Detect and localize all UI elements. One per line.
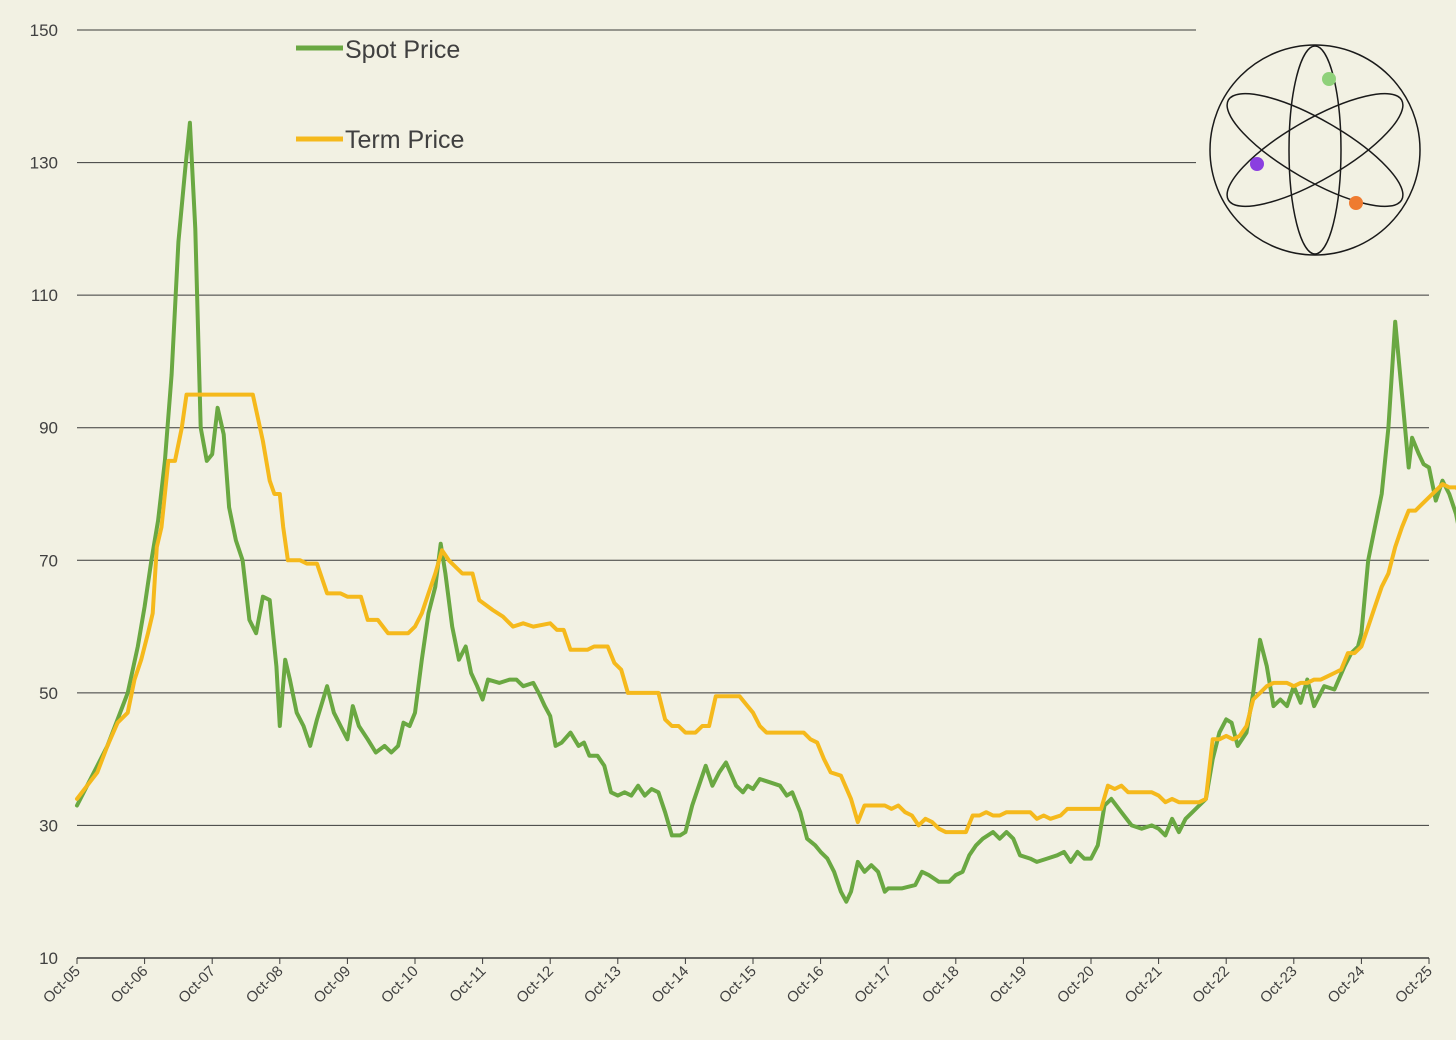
x-tick-label: Oct-21 bbox=[1122, 963, 1166, 1007]
y-tick-label: 70 bbox=[39, 551, 58, 570]
atom-orbit-vertical bbox=[1288, 45, 1342, 255]
x-tick-label: Oct-16 bbox=[784, 963, 828, 1007]
x-tick-label: Oct-14 bbox=[648, 963, 692, 1007]
atom-dot-purple bbox=[1250, 157, 1264, 171]
y-tick-label: 130 bbox=[30, 154, 58, 173]
y-tick-label: 50 bbox=[39, 684, 58, 703]
y-tick-label: 30 bbox=[39, 816, 58, 835]
y-tick-label: 10 bbox=[39, 949, 58, 968]
x-tick-label: Oct-23 bbox=[1257, 963, 1301, 1007]
x-tick-label: Oct-17 bbox=[851, 963, 895, 1007]
x-tick-label: Oct-07 bbox=[175, 963, 219, 1007]
atom-orbit-right bbox=[1226, 92, 1404, 208]
x-tick-label: Oct-24 bbox=[1324, 963, 1368, 1007]
x-tick-label: Oct-06 bbox=[108, 963, 152, 1007]
x-tick-label: Oct-25 bbox=[1392, 963, 1436, 1007]
series-line-spot-price bbox=[75, 120, 1456, 904]
atom-orbit-left bbox=[1226, 92, 1404, 208]
x-tick-label: Oct-20 bbox=[1054, 963, 1098, 1007]
legend: Spot Price Term Price bbox=[296, 36, 464, 154]
legend-label-spot-price: Spot Price bbox=[345, 36, 460, 64]
x-axis: Oct-05 Oct-06 Oct-07 Oct-08 Oct-09 Oct-10 Oct-… bbox=[40, 957, 1436, 1007]
atom-outer-circle bbox=[1209, 44, 1421, 256]
x-tick-label: Oct-11 bbox=[446, 963, 489, 1006]
atom-dot-green bbox=[1322, 72, 1336, 86]
x-tick-label: Oct-09 bbox=[310, 963, 354, 1007]
x-tick-label: Oct-05 bbox=[40, 963, 84, 1007]
x-tick-label: Oct-22 bbox=[1189, 963, 1233, 1007]
y-tick-label: 90 bbox=[39, 419, 58, 438]
y-tick-label: 150 bbox=[30, 21, 58, 40]
x-tick-label: Oct-15 bbox=[716, 963, 760, 1007]
x-tick-label: Oct-08 bbox=[243, 963, 287, 1007]
x-tick-label: Oct-12 bbox=[513, 963, 557, 1007]
x-tick-label: Oct-19 bbox=[986, 963, 1030, 1007]
atom-logo bbox=[1197, 38, 1433, 264]
series-layer bbox=[75, 120, 1456, 904]
x-tick-label: Oct-13 bbox=[581, 963, 625, 1007]
x-tick-label: Oct-18 bbox=[919, 963, 963, 1007]
x-tick-label: Oct-10 bbox=[378, 963, 422, 1007]
atom-dot-orange bbox=[1349, 196, 1363, 210]
atom-logo-backdrop bbox=[1197, 38, 1433, 264]
legend-label-term-price: Term Price bbox=[345, 126, 464, 154]
series-line-term-price bbox=[75, 392, 1456, 835]
y-tick-label: 110 bbox=[31, 286, 58, 305]
y-axis-ticks: 10 30 50 70 90 110 130 150 bbox=[30, 21, 58, 968]
